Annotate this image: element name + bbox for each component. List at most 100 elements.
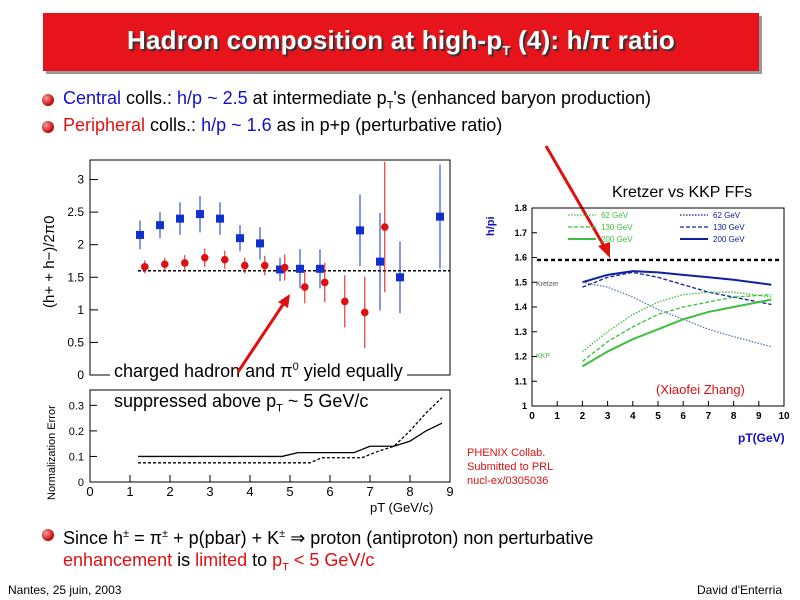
ratio-ytick-label: 1.5 [67,270,84,284]
error-xtick-label: 1 [126,484,133,499]
legend-entry: 130 GeV [601,223,633,232]
theory-label-kretzer: Kretzer [536,281,559,288]
legend-entry: 62 GeV [713,211,741,220]
error-ytick-label: 0.3 [69,400,84,412]
theory-xtick-label: 0 [529,411,535,422]
error-ytick-label: 0.1 [69,451,84,463]
bullet-since: Since h± = π± + p(pbar) + K± ⇒ proton (a… [63,528,594,574]
theory-xtick-label: 2 [580,411,586,422]
data-point [136,230,144,239]
data-point [381,223,389,231]
error-curve [138,397,443,464]
theory-curve [581,293,772,362]
data-point [356,226,364,235]
theory-xtick-label: 3 [605,411,611,422]
data-point [216,214,224,223]
theory-ytick-label: 1.3 [514,327,527,337]
data-point [236,234,244,243]
error-ytick-label: 0 [78,477,84,489]
error-plot-frame [89,389,451,483]
data-point [376,257,384,266]
theory-curve [582,281,772,348]
data-point [296,264,304,273]
theory-xtick-label: 6 [680,411,686,422]
theory-label-kkp: KKP [536,353,550,360]
data-point [256,239,264,248]
arrow-left [236,299,288,373]
theory-plot-axes: 11.11.21.31.41.51.61.71.80 1 2 3 4 5 6 7 8 9 10 [514,203,790,422]
data-point [261,261,269,270]
error-solid-curve [138,422,443,458]
theory-plot-xlabel: pT(GeV) [738,431,785,445]
error-xtick-label: 6 [326,484,333,499]
suppression-annotation: charged hadron and π0 yield equally supp… [110,352,407,424]
theory-ytick-label: 1.2 [514,352,527,362]
theory-plot-frame [531,207,785,407]
theory-curve [582,271,772,306]
footer-right: David d'Enterria [697,583,782,597]
theory-xtick-label: 10 [778,411,790,422]
theory-ytick-label: 1.1 [514,376,527,386]
theory-xtick-label: 5 [655,411,661,422]
theory-xtick-label: 9 [756,411,762,422]
theory-curve [582,270,772,286]
error-xtick-label: 8 [406,484,413,499]
peripheral-series [141,161,389,349]
theory-ytick-label: 1.5 [514,277,527,287]
error-xtick-label: 0 [86,484,93,499]
error-xtick-label: 2 [166,484,173,499]
data-point [201,253,209,262]
theory-xtick-label: 4 [630,411,636,422]
error-ytick-label: 0.2 [69,426,84,438]
theory-ytick-label: 1 [522,401,527,411]
error-xtick-label: 5 [286,484,293,499]
ratio-ytick-label: 1 [77,303,84,317]
error-plot-ylabel: Normalization Error [46,405,58,500]
ratio-ytick-label: 2.5 [67,205,84,219]
theory-ytick-label: 1.4 [514,302,527,312]
data-point [321,278,329,287]
bullet-icon [42,529,54,541]
theory-ytick-label: 1.6 [514,253,527,263]
theory-plot-ylabel: h/pi [485,216,497,236]
bullet-central: Central colls.: h/p ~ 2.5 at intermediat… [63,88,652,112]
theory-xtick-label: 8 [731,411,737,422]
bullet-icon [42,94,54,106]
data-point [221,255,229,264]
data-point [176,214,184,223]
error-xtick-label: 9 [446,484,453,499]
theory-curves [581,270,772,368]
data-point [396,273,404,282]
central-series [136,164,444,314]
error-curve [138,422,443,458]
legend-entry: 200 GeV [713,235,745,244]
data-point [316,264,324,273]
error-dashed-curve [138,397,443,464]
data-point [241,261,249,270]
data-point [141,263,149,271]
error-plot-axes: 0 0.1 0.2 0.3 0 1 2 3 4 5 6 7 8 9 [69,389,454,499]
theory-xtick-label: 7 [706,411,712,422]
footer-left: Nantes, 25 juin, 2003 [8,583,122,597]
normalization-error-plot: Normalization Error 0 0.1 0.2 0.3 0 1 2 3 4 5 6 7 8 9… [46,389,454,515]
bullet-icon [42,121,54,133]
theory-ytick-label: 1.8 [514,203,527,213]
error-plot-xlabel: pT (GeV/c) [370,500,433,515]
ratio-ytick-label: 2 [77,238,84,252]
error-xtick-label: 4 [246,484,253,499]
arrow-right [544,145,606,247]
ratio-ytick-label: 3 [77,173,84,187]
theory-legend: 62 GeV 130 GeV 200 GeV 62 GeV 130 GeV 200 GeV [568,211,745,244]
data-point [161,260,169,269]
legend-entry: 130 GeV [713,223,745,232]
ratio-plot-ylabel: (h+ + h−)/2π0 [41,216,58,309]
theory-curve [581,291,772,353]
data-point [156,221,164,230]
theory-xtick-label: 1 [554,411,560,422]
author-label: (Xiaofei Zhang) [656,382,745,397]
theory-plot: h/pi 11.11.21.31.41.51.61.71.80 1 2 3 4 5 6 7 8 9… [485,203,790,445]
data-point [181,259,189,267]
data-point [301,283,309,291]
data-point [281,263,289,272]
